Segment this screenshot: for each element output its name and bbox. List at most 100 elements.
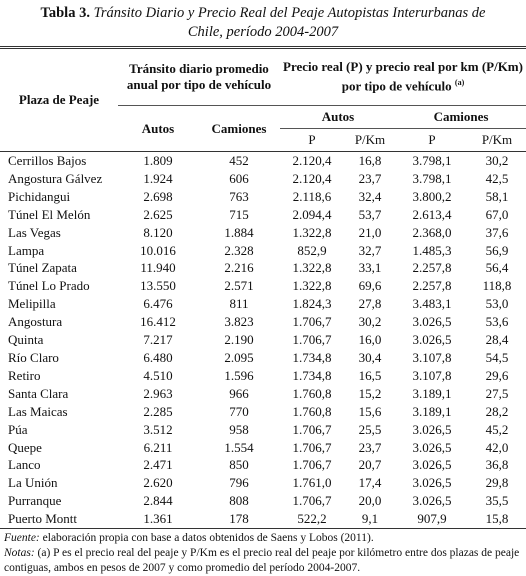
plaza-name: Túnel Lo Prado: [8, 278, 90, 294]
cell-value: 33,1: [358, 260, 382, 276]
cell-value: 30,4: [358, 349, 382, 365]
cell-value: 3.483,1: [412, 296, 452, 312]
header-traffic-autos: Autos: [118, 105, 198, 152]
cell-value: 69,6: [358, 278, 382, 294]
cell-value: 58,1: [485, 188, 509, 204]
notes-text: (a) P es el precio real del peaje y P/Km…: [4, 547, 520, 575]
plaza-name: Cerrillos Bajos: [8, 153, 87, 168]
plaza-name: Lampa: [8, 242, 45, 258]
cell-value: 2.257,8: [412, 260, 452, 276]
cell-value: 53,0: [485, 296, 509, 312]
cell-value: 1.706,7: [292, 421, 332, 437]
plaza-name: Las Maicas: [8, 403, 68, 419]
cell-value: 2.571: [224, 278, 254, 294]
cell-value: 3.798,1: [412, 153, 452, 168]
cell-value: 3.026,5: [412, 332, 452, 348]
cell-value: 1.924: [143, 170, 173, 186]
cell-value: 1.706,7: [292, 332, 332, 348]
cell-value: 958: [229, 421, 249, 437]
cell-value: 2.120,4: [292, 170, 332, 186]
cell-value: 30,2: [485, 153, 509, 168]
cell-value: 15,8: [485, 511, 509, 527]
header-sub: P: [280, 128, 344, 152]
cell-value: 56,9: [485, 242, 509, 258]
cell-value: 811: [229, 296, 249, 312]
cell-value: 1.760,8: [292, 403, 332, 419]
cell-value: 2.285: [143, 403, 173, 419]
header-price-autos: Autos: [280, 105, 396, 129]
cell-value: 32,7: [358, 242, 382, 258]
cell-value: 2.698: [143, 188, 173, 204]
cell-value: 16,5: [358, 367, 382, 383]
plaza-name: Pichidangui: [8, 188, 71, 204]
cell-value: 29,6: [485, 367, 509, 383]
cell-value: 1.322,8: [292, 278, 332, 294]
cell-value: 53,6: [485, 314, 509, 330]
cell-value: 522,2: [297, 511, 327, 527]
cell-value: 1.809: [143, 153, 173, 168]
cell-value: 27,8: [358, 296, 382, 312]
header-sub-row: P P/Km P P/Km: [0, 128, 526, 152]
cell-value: 6.480: [143, 349, 173, 365]
cell-value: 606: [229, 170, 249, 186]
cell-value: 1.554: [224, 439, 254, 455]
cell-value: 1.734,8: [292, 349, 332, 365]
plaza-name: Quepe: [8, 439, 42, 455]
cell-value: 1.706,7: [292, 314, 332, 330]
table-title: Tabla 3. Tránsito Diario y Precio Real d…: [0, 0, 526, 46]
header-price-group: Precio real (P) y precio real por km (P/…: [280, 48, 526, 106]
cell-value: 23,7: [358, 170, 382, 186]
cell-value: 54,5: [485, 349, 509, 365]
cell-value: 21,0: [358, 224, 382, 240]
table-row: Túnel Lo Prado 13.550 2.571 1.322,8 69,6 2.25…: [0, 277, 526, 295]
cell-value: 6.211: [143, 439, 173, 455]
cell-value: 1.884: [224, 224, 254, 240]
cell-value: 7.217: [143, 332, 173, 348]
cell-value: 2.625: [143, 206, 173, 222]
cell-value: 1.322,8: [292, 224, 332, 240]
cell-value: 35,5: [485, 493, 509, 509]
cell-value: 3.026,5: [412, 457, 452, 473]
data-table: Plaza de Peaje Tránsito diario promedio …: [0, 46, 526, 529]
plaza-name: Angostura Gálvez: [8, 170, 103, 186]
cell-value: 56,4: [485, 260, 509, 276]
cell-value: 16,8: [358, 153, 382, 168]
header-plaza: Plaza de Peaje: [18, 92, 100, 107]
cell-value: 28,4: [485, 332, 509, 348]
cell-value: 36,8: [485, 457, 509, 473]
table-row: Cerrillos Bajos 1.809 452 2.120,4 16,8 3.798,…: [0, 152, 526, 170]
cell-value: 53,7: [358, 206, 382, 222]
table-row: Melipilla 6.476 811 1.824,3 27,8 3.483,1 53,0: [0, 295, 526, 313]
plaza-name: Santa Clara: [8, 385, 69, 401]
source-note: Fuente: elaboración propia con base a da…: [4, 531, 522, 546]
cell-value: 15,6: [358, 403, 382, 419]
table-row: Quepe 6.211 1.554 1.706,7 23,7 3.026,5 42,0: [0, 439, 526, 457]
cell-value: 1.322,8: [292, 260, 332, 276]
cell-value: 1.760,8: [292, 385, 332, 401]
cell-value: 178: [229, 511, 249, 527]
cell-value: 770: [229, 403, 249, 419]
notes: Notas: (a) P es el precio real del peaje…: [4, 546, 522, 576]
cell-value: 452: [229, 153, 249, 168]
plaza-name: Lanco: [8, 457, 41, 473]
cell-value: 3.107,8: [412, 349, 452, 365]
table-row: Río Claro 6.480 2.095 1.734,8 30,4 3.107,8 54,…: [0, 349, 526, 367]
cell-value: 2.613,4: [412, 206, 452, 222]
table-row: Pichidangui 2.698 763 2.118,6 32,4 3.800,2 58,…: [0, 188, 526, 206]
table-row: Puerto Montt 1.361 178 522,2 9,1 907,9 15,8: [0, 510, 526, 528]
cell-value: 1.361: [143, 511, 173, 527]
cell-value: 2.620: [143, 475, 173, 491]
cell-value: 2.844: [143, 493, 173, 509]
plaza-name: Las Vegas: [8, 224, 61, 240]
cell-value: 3.026,5: [412, 475, 452, 491]
cell-value: 118,8: [482, 278, 512, 294]
header-price-text: Precio real (P) y precio real por km (P/…: [283, 59, 523, 94]
cell-value: 763: [229, 188, 249, 204]
cell-value: 17,4: [358, 475, 382, 491]
header-price-camiones: Camiones: [396, 105, 526, 129]
plaza-name: La Unión: [8, 475, 58, 491]
cell-value: 1.485,3: [412, 242, 452, 258]
cell-value: 3.189,1: [412, 403, 452, 419]
plaza-name: Túnel Zapata: [8, 260, 77, 276]
